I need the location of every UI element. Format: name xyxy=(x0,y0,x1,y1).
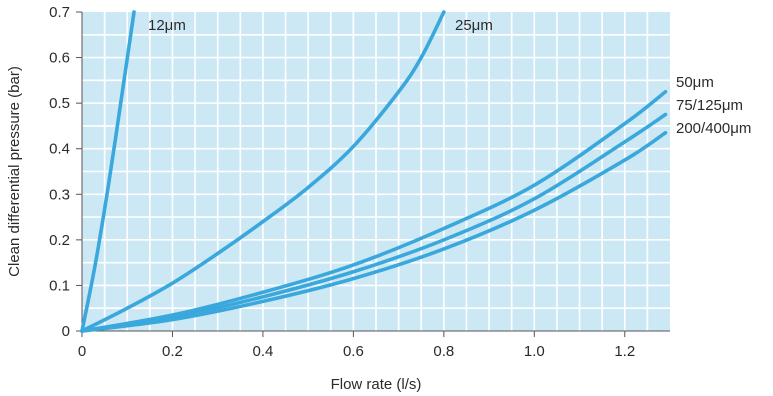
series-label-1: 25μm xyxy=(455,17,493,34)
series-labels: 12μm 25μm 50μm 75/125μm 200/400μm xyxy=(148,17,751,137)
y-tick-label: 0.2 xyxy=(49,232,70,249)
series-line-3 xyxy=(80,112,668,333)
y-tick-label: 0.1 xyxy=(49,277,70,294)
x-tick-label: 0.8 xyxy=(433,343,454,360)
y-tick-label: 0.3 xyxy=(49,186,70,203)
x-tick-label: 0 xyxy=(78,343,86,360)
x-tick-label: 0.2 xyxy=(162,343,183,360)
y-tick-label: 0 xyxy=(62,323,70,340)
series-line-2 xyxy=(80,89,668,333)
axes: 0 0.2 0.4 0.6 0.8 1.0 1.2 0 0.1 0.2 0.3 0.4 0.5 0.6 0.… xyxy=(49,4,670,360)
series-line-1 xyxy=(80,10,446,333)
y-tick-label: 0.4 xyxy=(49,141,70,158)
series-line-4 xyxy=(80,130,668,333)
y-tick-label: 0.7 xyxy=(49,4,70,21)
x-tick-label: 1.0 xyxy=(524,343,545,360)
y-tick-label: 0.5 xyxy=(49,95,70,112)
series-label-3: 75/125μm xyxy=(676,97,743,114)
x-tick-label: 1.2 xyxy=(614,343,635,360)
series-lines xyxy=(80,10,668,333)
series-label-0: 12μm xyxy=(148,17,186,34)
x-tick-label: 0.4 xyxy=(252,343,273,360)
series-line-0 xyxy=(80,10,136,333)
y-axis-title: Clean differential pressure (bar) xyxy=(6,66,23,277)
x-tick-label: 0.6 xyxy=(343,343,364,360)
series-label-2: 50μm xyxy=(676,74,714,91)
series-label-4: 200/400μm xyxy=(676,120,751,137)
y-tick-label: 0.6 xyxy=(49,50,70,67)
x-axis-title: Flow rate (l/s) xyxy=(331,376,422,393)
